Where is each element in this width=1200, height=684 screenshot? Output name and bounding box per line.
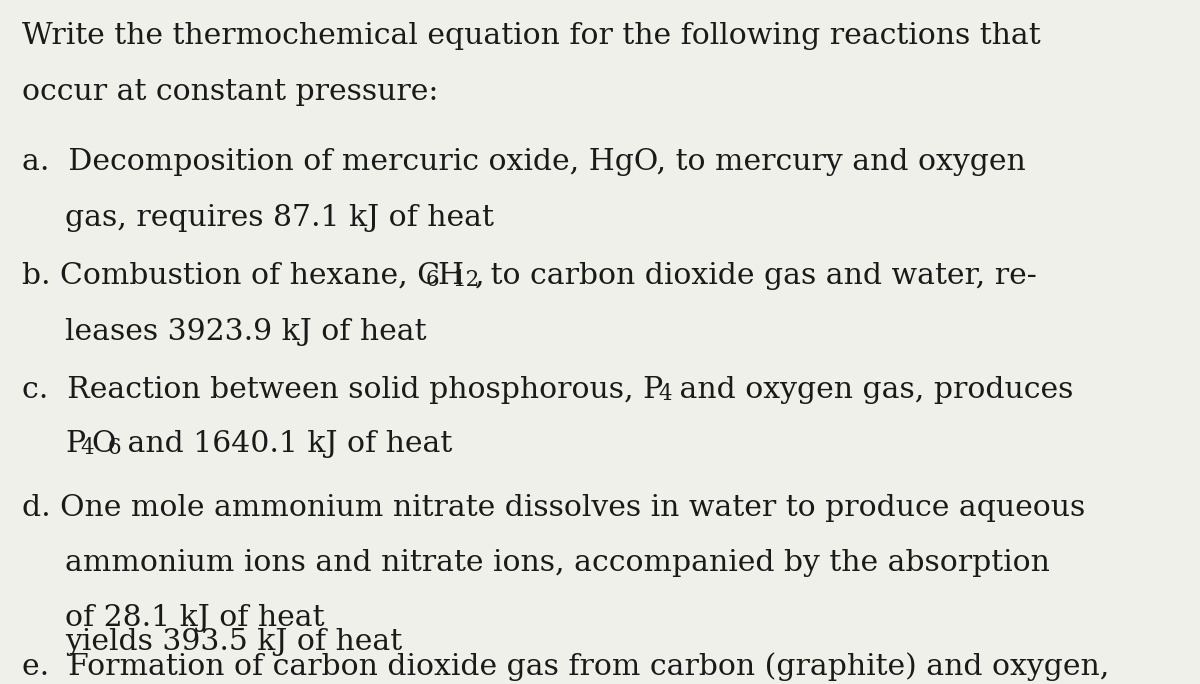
Text: P: P [65, 430, 85, 458]
Text: O: O [91, 430, 116, 458]
Text: and 1640.1 kJ of heat: and 1640.1 kJ of heat [119, 430, 452, 458]
Text: d. One mole ammonium nitrate dissolves in water to produce aqueous: d. One mole ammonium nitrate dissolves i… [22, 494, 1085, 522]
Text: Write the thermochemical equation for the following reactions that: Write the thermochemical equation for th… [22, 22, 1040, 50]
Text: , to carbon dioxide gas and water, re-: , to carbon dioxide gas and water, re- [475, 262, 1037, 290]
Text: of 28.1 kJ of heat: of 28.1 kJ of heat [65, 604, 324, 632]
Text: occur at constant pressure:: occur at constant pressure: [22, 78, 438, 106]
Text: 4: 4 [659, 383, 672, 405]
Text: 12: 12 [452, 269, 480, 291]
Text: 6: 6 [107, 437, 121, 459]
Text: b. Combustion of hexane, C: b. Combustion of hexane, C [22, 262, 440, 290]
Text: and oxygen gas, produces: and oxygen gas, produces [670, 376, 1073, 404]
Text: 4: 4 [80, 437, 94, 459]
Text: a.  Decomposition of mercuric oxide, HgO, to mercury and oxygen: a. Decomposition of mercuric oxide, HgO,… [22, 148, 1026, 176]
Text: 6: 6 [426, 269, 439, 291]
Text: ammonium ions and nitrate ions, accompanied by the absorption: ammonium ions and nitrate ions, accompan… [65, 549, 1050, 577]
Text: yields 393.5 kJ of heat: yields 393.5 kJ of heat [65, 628, 402, 656]
Text: e.  Formation of carbon dioxide gas from carbon (graphite) and oxygen,: e. Formation of carbon dioxide gas from … [22, 652, 1109, 681]
Text: c.  Reaction between solid phosphorous, P: c. Reaction between solid phosphorous, P [22, 376, 664, 404]
Text: H: H [437, 262, 463, 290]
Text: gas, requires 87.1 kJ of heat: gas, requires 87.1 kJ of heat [65, 204, 494, 232]
Text: leases 3923.9 kJ of heat: leases 3923.9 kJ of heat [65, 318, 426, 346]
